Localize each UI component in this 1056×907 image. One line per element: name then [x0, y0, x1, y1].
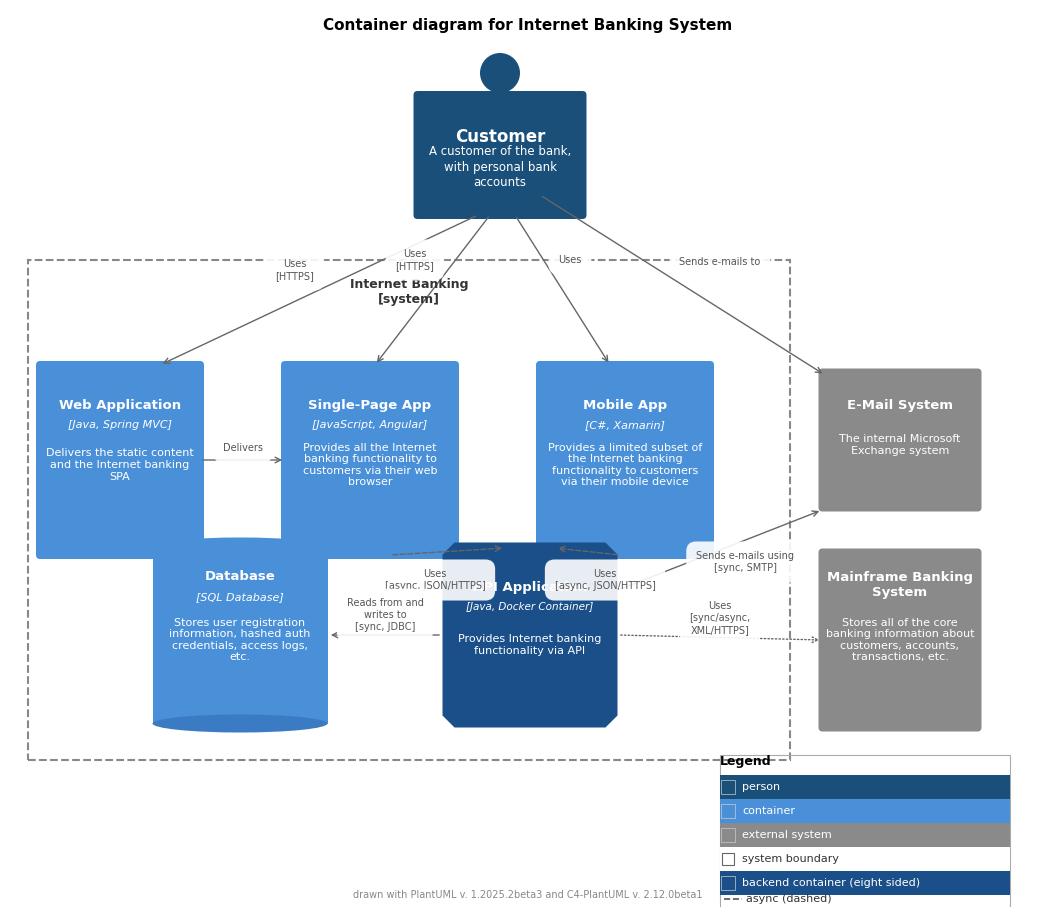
Text: Uses
[HTTPS]: Uses [HTTPS] [276, 259, 315, 281]
Text: Sends e-mails using
[sync, SMTP]: Sends e-mails using [sync, SMTP] [696, 551, 794, 573]
Text: [SQL Database]: [SQL Database] [196, 592, 284, 602]
Bar [29, 260, 790, 760]
Text: API Application: API Application [473, 580, 587, 593]
Circle shape [480, 53, 520, 93]
Bar [720, 823, 1010, 847]
Bar [721, 828, 735, 842]
Bar [720, 847, 1010, 871]
Bar [152, 547, 327, 724]
Text: Single-Page App: Single-Page App [308, 398, 432, 412]
Text: Database: Database [205, 571, 276, 583]
Text: Stores user registration
information, hashed auth
credentials, access logs,
etc.: Stores user registration information, ha… [169, 618, 310, 662]
Text: Mobile App: Mobile App [583, 398, 667, 412]
Text: Uses
[async, JSON/HTTPS]: Uses [async, JSON/HTTPS] [384, 570, 486, 590]
Text: Customer: Customer [455, 128, 545, 146]
FancyBboxPatch shape [818, 549, 981, 732]
Text: The internal Microsoft
Exchange system: The internal Microsoft Exchange system [840, 434, 961, 456]
Text: container: container [742, 806, 795, 816]
Text: system boundary: system boundary [742, 854, 840, 864]
Text: Provides a limited subset of
the Internet banking
functionality to customers
via: Provides a limited subset of the Interne… [548, 443, 702, 487]
FancyBboxPatch shape [36, 361, 204, 559]
Text: E-Mail System: E-Mail System [847, 398, 953, 412]
Text: Uses
[HTTPS]: Uses [HTTPS] [396, 249, 434, 271]
Text: drawn with PlantUML v. 1.2025.2beta3 and C4-PlantUML v. 2.12.0beta1: drawn with PlantUML v. 1.2025.2beta3 and… [354, 890, 702, 900]
Bar [722, 853, 734, 865]
Polygon shape [442, 542, 618, 727]
Text: Delivers the static content
and the Internet banking
SPA: Delivers the static content and the Inte… [46, 448, 194, 482]
Text: A customer of the bank,
with personal bank
accounts: A customer of the bank, with personal ba… [429, 145, 571, 189]
Text: async (dashed): async (dashed) [746, 894, 832, 904]
Text: Uses
[sync/async,
XML/HTTPS]: Uses [sync/async, XML/HTTPS] [690, 601, 751, 635]
Text: backend container (eight sided): backend container (eight sided) [742, 878, 920, 888]
Text: Delivers: Delivers [223, 443, 263, 453]
Text: Provides Internet banking
functionality via API: Provides Internet banking functionality … [458, 634, 602, 656]
Text: Sends e-mails to: Sends e-mails to [679, 257, 760, 267]
Ellipse shape [152, 715, 327, 733]
Text: external system: external system [742, 830, 832, 840]
Ellipse shape [152, 538, 327, 555]
Text: [JavaScript, Angular]: [JavaScript, Angular] [313, 420, 428, 430]
Bar [720, 871, 1010, 895]
Text: Internet Banking
[system]: Internet Banking [system] [350, 278, 468, 306]
Bar [720, 775, 1010, 799]
Text: Mainframe Banking
System: Mainframe Banking System [827, 571, 973, 599]
Bar [721, 876, 735, 890]
Text: Legend: Legend [720, 755, 772, 768]
Text: Container diagram for Internet Banking System: Container diagram for Internet Banking S… [323, 18, 733, 33]
Text: Uses
[async, JSON/HTTPS]: Uses [async, JSON/HTTPS] [554, 570, 656, 590]
Text: Provides all the Internet
banking functionality to
customers via their web
brows: Provides all the Internet banking functi… [303, 443, 437, 487]
FancyBboxPatch shape [536, 361, 714, 559]
Text: Web Application: Web Application [59, 398, 181, 412]
Bar [720, 755, 1010, 907]
Text: [Java, Docker Container]: [Java, Docker Container] [467, 602, 593, 612]
Text: [Java, Spring MVC]: [Java, Spring MVC] [68, 420, 172, 430]
Bar [721, 780, 735, 794]
Text: person: person [742, 782, 780, 792]
FancyBboxPatch shape [818, 368, 981, 512]
Text: Uses: Uses [559, 255, 582, 265]
Text: [C#, Xamarin]: [C#, Xamarin] [585, 420, 665, 430]
FancyBboxPatch shape [414, 91, 586, 219]
Bar [720, 799, 1010, 823]
FancyBboxPatch shape [281, 361, 459, 559]
Text: Stores all of the core
banking information about
customers, accounts,
transactio: Stores all of the core banking informati… [826, 618, 975, 662]
Bar [721, 804, 735, 818]
Text: Reads from and
writes to
[sync, JDBC]: Reads from and writes to [sync, JDBC] [346, 599, 423, 631]
